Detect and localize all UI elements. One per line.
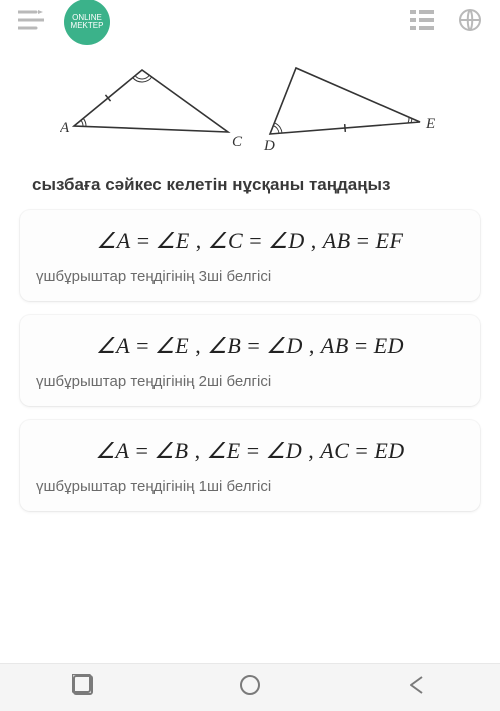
triangles-diagram: A B C D E F <box>0 44 500 166</box>
option-caption: үшбұрыштар теңдігінің 1ші белгісі <box>36 478 464 495</box>
home-icon[interactable] <box>239 674 261 701</box>
option-caption: үшбұрыштар теңдігінің 3ші белгісі <box>36 268 464 285</box>
globe-icon[interactable] <box>458 8 482 37</box>
app-header: ONLINE MEKTEP <box>0 0 500 44</box>
svg-text:E: E <box>425 116 435 132</box>
system-navbar <box>0 663 500 711</box>
svg-text:F: F <box>293 66 304 68</box>
recent-apps-icon[interactable] <box>72 674 94 701</box>
logo-badge[interactable]: ONLINE MEKTEP <box>64 0 110 45</box>
option-caption: үшбұрыштар теңдігінің 2ші белгісі <box>36 373 464 390</box>
option-formula: ∠A = ∠E , ∠C = ∠D , AB = EF <box>36 228 464 254</box>
option-card[interactable]: ∠A = ∠B , ∠E = ∠D , AC = ED үшбұрыштар те… <box>20 420 480 511</box>
option-formula: ∠A = ∠B , ∠E = ∠D , AC = ED <box>36 438 464 464</box>
option-card[interactable]: ∠A = ∠E , ∠B = ∠D , AB = ED үшбұрыштар те… <box>20 315 480 406</box>
svg-text:A: A <box>60 120 70 136</box>
header-left: ONLINE MEKTEP <box>18 0 110 45</box>
option-card[interactable]: ∠A = ∠E , ∠C = ∠D , AB = EF үшбұрыштар те… <box>20 210 480 301</box>
menu-icon[interactable] <box>18 10 44 35</box>
svg-text:B: B <box>138 66 147 68</box>
list-icon[interactable] <box>410 10 434 35</box>
svg-text:C: C <box>232 134 243 150</box>
question-prompt: сызбаға сәйкес келетін нұсқаны таңдаңыз <box>0 166 500 210</box>
options-list: ∠A = ∠E , ∠C = ∠D , AB = EF үшбұрыштар те… <box>0 210 500 511</box>
back-icon[interactable] <box>406 674 428 701</box>
option-formula: ∠A = ∠E , ∠B = ∠D , AB = ED <box>36 333 464 359</box>
header-right <box>410 8 482 37</box>
svg-text:D: D <box>263 138 275 154</box>
